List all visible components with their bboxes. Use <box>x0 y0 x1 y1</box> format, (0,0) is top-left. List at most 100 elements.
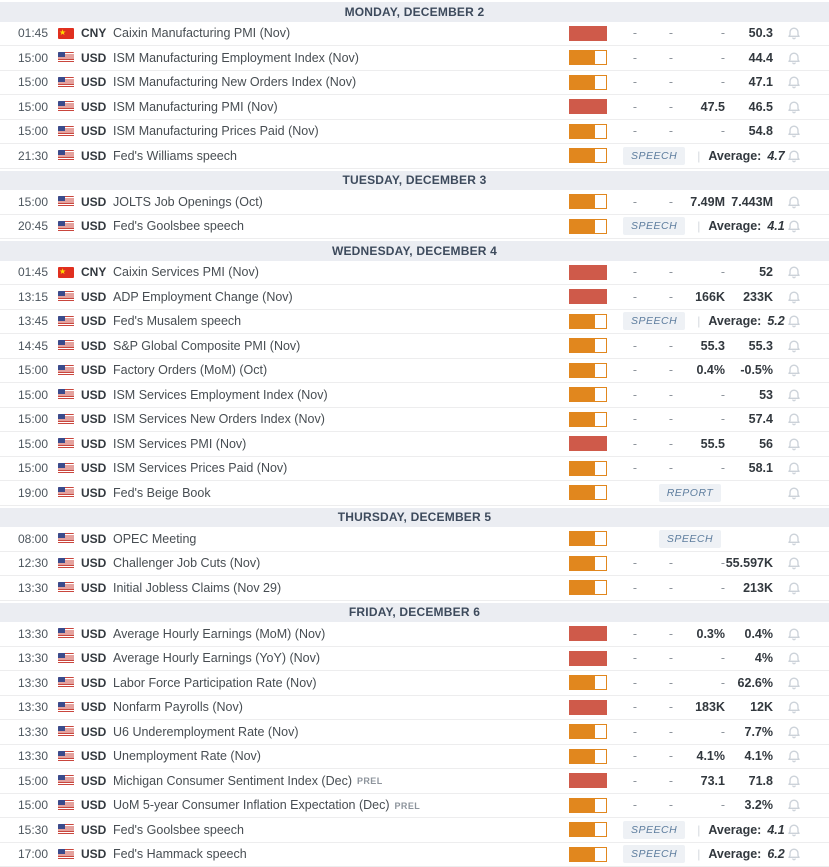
event-row[interactable]: 13:30 USD Unemployment Rate (Nov) - - 4.1%… <box>0 744 829 769</box>
bell-icon[interactable] <box>773 822 815 838</box>
event-row[interactable]: 15:00 USD JOLTS Job Openings (Oct) - - 7.4… <box>0 190 829 215</box>
bell-icon[interactable] <box>773 99 815 115</box>
event-row[interactable]: 01:45 CNY Caixin Services PMI (Nov) - - - 5… <box>0 260 829 285</box>
us-flag-icon <box>58 340 74 352</box>
us-flag-icon <box>58 101 74 113</box>
volatility-indicator <box>569 822 607 838</box>
event-title-text: Nonfarm Payrolls (Nov) <box>113 700 243 715</box>
bell-icon[interactable] <box>773 580 815 596</box>
currency-code: USD <box>81 461 107 476</box>
event-row[interactable]: 15:00 USD ISM Manufacturing New Orders I… <box>0 70 829 95</box>
event-time: 13:30 <box>18 700 49 715</box>
event-row[interactable]: 14:45 USD S&P Global Composite PMI (Nov)… <box>0 334 829 359</box>
event-row[interactable]: 15:00 USD ISM Services Prices Paid (Nov)… <box>0 456 829 481</box>
event-row[interactable]: 13:45 USD Fed's Musalem speech SPEECH | Av… <box>0 309 829 334</box>
event-row[interactable]: 15:00 USD ISM Services New Orders Index … <box>0 407 829 432</box>
average-divider: | <box>697 847 701 862</box>
bell-icon[interactable] <box>773 123 815 139</box>
event-time: 20:45 <box>18 219 49 234</box>
event-title: Fed's Musalem speech <box>113 314 569 328</box>
bell-icon[interactable] <box>773 485 815 501</box>
currency-code: USD <box>81 847 107 862</box>
event-title-text: ADP Employment Change (Nov) <box>113 289 293 304</box>
bell-icon[interactable] <box>773 289 815 305</box>
us-flag-icon <box>58 701 74 713</box>
currency-code: USD <box>81 219 107 234</box>
event-row[interactable]: 13:30 USD Initial Jobless Claims (Nov 29… <box>0 576 829 601</box>
currency-code: USD <box>81 798 107 813</box>
event-time: 01:45 <box>18 26 49 41</box>
event-row[interactable]: 15:00 USD ISM Services PMI (Nov) - - 55.5 5… <box>0 432 829 457</box>
event-row[interactable]: 13:15 USD ADP Employment Change (Nov) --… <box>0 285 829 310</box>
event-row[interactable]: 19:00 USD Fed's Beige Book REPORT <box>0 481 829 506</box>
bell-icon[interactable] <box>773 148 815 164</box>
event-row[interactable]: 15:00 USD ISM Manufacturing Prices Paid … <box>0 119 829 144</box>
event-row[interactable]: 15:00 USD ISM Manufacturing PMI (Nov) --… <box>0 95 829 120</box>
bell-icon[interactable] <box>773 650 815 666</box>
event-row[interactable]: 13:30 USD Labor Force Participation Rate… <box>0 671 829 696</box>
event-row[interactable]: 20:45 USD Fed's Goolsbee speech SPEECH | A… <box>0 214 829 239</box>
event-row[interactable]: 15:00 USD UoM 5-year Consumer Inflation … <box>0 793 829 818</box>
actual-value: - <box>632 773 637 788</box>
us-flag-icon <box>58 775 74 787</box>
bell-icon[interactable] <box>773 74 815 90</box>
bell-icon[interactable] <box>773 531 815 547</box>
event-values: - - 73.1 71.8 <box>607 774 773 788</box>
event-row[interactable]: 15:00 USD ISM Manufacturing Employment I… <box>0 46 829 71</box>
event-row[interactable]: 15:30 USD Fed's Goolsbee speech SPEECH | A… <box>0 818 829 843</box>
bell-icon[interactable] <box>773 387 815 403</box>
bell-icon[interactable] <box>773 338 815 354</box>
currency-code: USD <box>81 124 107 139</box>
bell-icon[interactable] <box>773 699 815 715</box>
bell-icon[interactable] <box>773 748 815 764</box>
event-title-text: Challenger Job Cuts (Nov) <box>113 556 261 571</box>
event-row[interactable]: 15:00 USD Factory Orders (MoM) (Oct) --0… <box>0 358 829 383</box>
bell-icon[interactable] <box>773 724 815 740</box>
bell-icon[interactable] <box>773 846 815 862</box>
event-row[interactable]: 08:00 USD OPEC Meeting SPEECH <box>0 527 829 552</box>
event-row[interactable]: 13:30 USD U6 Underemployment Rate (Nov) … <box>0 720 829 745</box>
bell-icon[interactable] <box>773 218 815 234</box>
us-flag-icon <box>58 125 74 137</box>
bell-icon[interactable] <box>773 460 815 476</box>
bell-icon[interactable] <box>773 555 815 571</box>
event-row[interactable]: 12:30 USD Challenger Job Cuts (Nov) ---5… <box>0 551 829 576</box>
bell-icon[interactable] <box>773 194 815 210</box>
bell-icon[interactable] <box>773 797 815 813</box>
volatility-fill <box>570 798 596 812</box>
bell-icon[interactable] <box>773 264 815 280</box>
event-row[interactable]: 17:00 USD Fed's Hammack speech SPEECH | Av… <box>0 842 829 867</box>
bell-icon[interactable] <box>773 25 815 41</box>
consensus-value: 166K <box>695 289 725 304</box>
bell-icon[interactable] <box>773 436 815 452</box>
previous-value: 4% <box>754 651 773 666</box>
day-header: TUESDAY, DECEMBER 3 <box>0 168 829 190</box>
volatility-indicator <box>569 436 607 452</box>
event-row[interactable]: 15:00 USD Michigan Consumer Sentiment In… <box>0 769 829 794</box>
us-flag-icon <box>58 750 74 762</box>
actual-value: - <box>632 412 637 427</box>
actual-value: - <box>632 626 637 641</box>
previous-value: 44.4 <box>748 50 773 65</box>
bell-icon[interactable] <box>773 675 815 691</box>
deviation-value: - <box>668 580 673 595</box>
bell-icon[interactable] <box>773 773 815 789</box>
bell-icon[interactable] <box>773 362 815 378</box>
bell-icon[interactable] <box>773 50 815 66</box>
event-row[interactable]: 01:45 CNY Caixin Manufacturing PMI (Nov)… <box>0 21 829 46</box>
event-row[interactable]: 13:30 USD Nonfarm Payrolls (Nov) - - 183K 1… <box>0 695 829 720</box>
currency-code: CNY <box>81 26 107 41</box>
event-row[interactable]: 15:00 USD ISM Services Employment Index … <box>0 383 829 408</box>
volatility-fill <box>570 556 596 570</box>
currency-code: USD <box>81 289 107 304</box>
bell-icon[interactable] <box>773 313 815 329</box>
event-title-text: U6 Underemployment Rate (Nov) <box>113 724 299 739</box>
volatility-fill <box>570 774 606 788</box>
bell-icon[interactable] <box>773 626 815 642</box>
event-time: 15:00 <box>18 194 49 209</box>
event-row[interactable]: 21:30 USD Fed's Williams speech SPEECH | A… <box>0 144 829 169</box>
speech-badge: SPEECH <box>623 146 686 165</box>
event-row[interactable]: 13:30 USD Average Hourly Earnings (YoY) … <box>0 646 829 671</box>
event-row[interactable]: 13:30 USD Average Hourly Earnings (MoM) … <box>0 622 829 647</box>
bell-icon[interactable] <box>773 411 815 427</box>
